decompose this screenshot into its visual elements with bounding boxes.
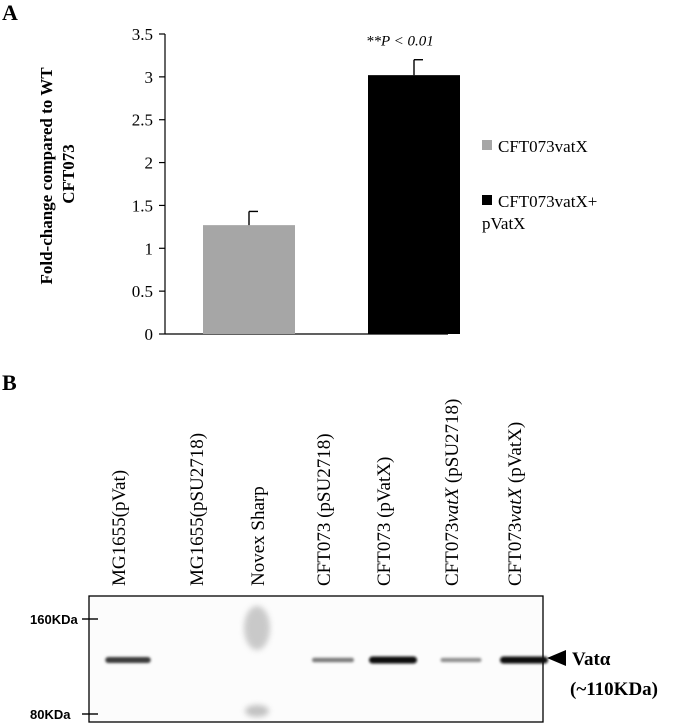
y-axis-label-line-1: Fold-change compared to WT [37, 67, 56, 285]
mw-marker-label: 80KDa [30, 707, 71, 722]
protein-band [312, 657, 354, 663]
y-tick-label: 2.5 [132, 111, 153, 130]
ladder-smear [245, 705, 269, 717]
y-tick-label: 1 [145, 239, 154, 258]
legend-swatch [482, 195, 492, 205]
lane-label: MG1655(pVat) [109, 470, 130, 586]
band-size-label: (~110KDa) [570, 679, 658, 700]
y-axis-label-line-2: CFT073 [59, 144, 78, 204]
bar [203, 225, 295, 334]
band-pointer-icon [547, 650, 566, 666]
y-tick-label: 0.5 [132, 282, 153, 301]
y-tick-label: 3 [145, 68, 154, 87]
protein-band [369, 656, 417, 664]
legend-swatch [482, 140, 492, 150]
lane-label: CFT073 (pSU2718) [314, 433, 335, 586]
panel-letter-a: A [2, 0, 18, 25]
lane-label: MG1655(pSU2718) [187, 433, 208, 586]
y-axis-label: Fold-change compared to WT CFT073 [37, 63, 78, 284]
lane-label: CFT073vatX (pVatX) [505, 422, 526, 586]
ladder-smear [244, 606, 270, 650]
blot-frame [88, 595, 544, 723]
y-tick-label: 1.5 [132, 196, 153, 215]
protein-band [105, 657, 151, 663]
protein-band [500, 656, 548, 664]
significance-annotation: **P < 0.01 [366, 34, 434, 50]
y-tick-label: 3.5 [132, 25, 153, 44]
legend-entry: CFT073vatX+ pVatX [482, 192, 597, 233]
y-tick-label: 2 [145, 154, 154, 173]
protein-band [440, 657, 482, 663]
y-tick-label: 0 [145, 325, 154, 344]
bar-chart-panel-a: A Fold-change compared to WT CFT073 0 0.5… [2, 0, 597, 344]
mw-marker-label: 160KDa [30, 612, 78, 627]
band-label: Vatα [572, 649, 611, 670]
panel-letter-b: B [2, 370, 17, 395]
lane-label: CFT073 (pVatX) [374, 457, 395, 586]
legend-entry: CFT073vatX [498, 137, 588, 156]
lane-label: CFT073vatX (pSU2718) [442, 399, 463, 586]
lane-label: Novex Sharp [248, 486, 269, 586]
bar [368, 75, 460, 335]
